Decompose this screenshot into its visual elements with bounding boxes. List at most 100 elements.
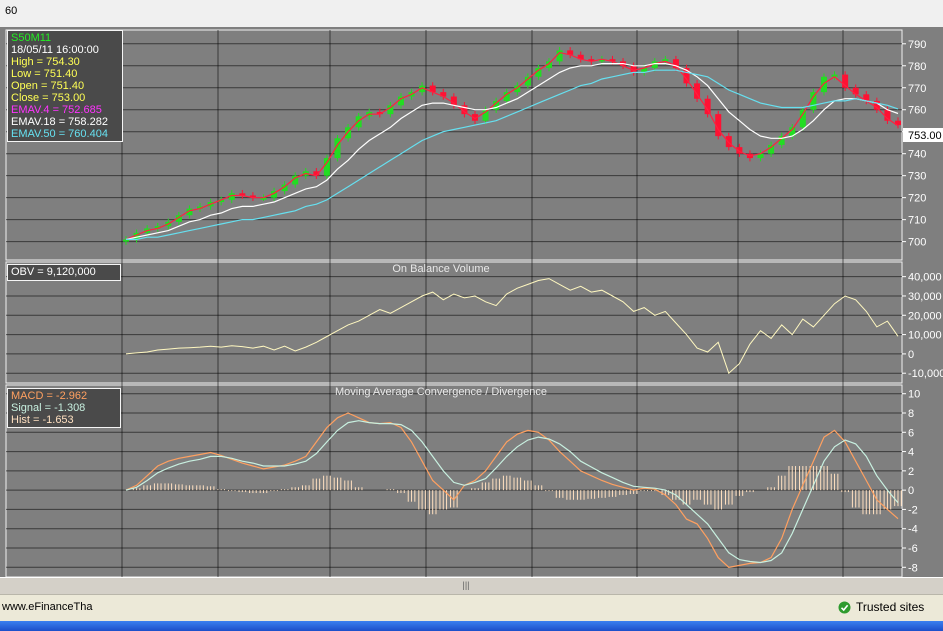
scroll-grip[interactable]: ||| [462,580,470,590]
check-icon [838,601,851,614]
price-tick-label: 760 [908,105,926,117]
candle-body [852,87,859,95]
candle-body [820,76,827,93]
taskbar [0,621,943,631]
hist-value-label: Hist = -1.653 [11,414,74,426]
obv-tick-label: 0 [908,349,914,361]
candle-body [429,85,436,93]
macd-tick-label: 6 [908,427,914,439]
candle-body [546,61,553,68]
candle-body [598,59,605,62]
candle-body [397,96,404,106]
macd-line [125,412,899,568]
price-tick-label: 700 [908,237,926,249]
ema50-line [126,69,899,240]
ema18-label: EMAV.18 = 758.282 [11,116,108,128]
price-tick-label: 730 [908,171,926,183]
candle-body [313,171,320,176]
price-panel-frame [5,29,903,261]
candle-body [588,59,595,62]
candle-body [355,116,362,128]
macd-tick-label: -4 [908,524,918,536]
signal-line [125,420,899,564]
macd-tick-label: -2 [908,504,918,516]
macd-tick-label: -6 [908,543,918,555]
candle-body [197,206,204,209]
candle-body [271,191,278,198]
candle-body [662,59,669,62]
candle-body [218,199,225,203]
chart-area[interactable]: 700710720730740750760770780790-10,000010… [0,27,943,577]
obv-legend: OBV = 9,120,000 [7,264,121,281]
candle-body [863,94,870,101]
chart-canvas[interactable]: 700710720730740750760770780790-10,000010… [0,27,943,577]
open-label: Open = 751.40 [11,80,85,92]
candle-body [345,127,352,139]
price-tick-label: 780 [908,61,926,73]
candle-body [672,59,679,68]
signal-value-label: Signal = -1.308 [11,402,86,414]
price-tick-label: 710 [908,215,926,227]
candle-body [895,120,901,126]
low-label: Low = 751.40 [11,68,78,80]
obv-title: On Balance Volume [392,263,489,275]
price-tick-label: 790 [908,39,926,51]
obv-tick-label: 10,000 [908,330,942,342]
candle-body [757,153,764,159]
candle-body [736,147,743,154]
close-label: Close = 753.00 [11,92,86,104]
period-label: 60 [5,5,18,17]
ema18-line [125,62,899,240]
obv-tick-label: -10,000 [908,368,943,380]
candle-body [334,138,341,159]
candle-body [461,105,468,115]
trusted-sites-label: Trusted sites [856,600,925,614]
candle-body [260,197,267,200]
candle-body [683,67,690,84]
ema50-label: EMAV.50 = 760.404 [11,128,108,140]
candle-body [292,175,299,185]
candle-body [239,193,246,196]
datetime-label: 18/05/11 16:00:00 [11,44,99,56]
candle-body [440,92,447,97]
candle-body [493,100,500,110]
candle-body [535,67,542,77]
status-bar: www.eFinanceTha Trusted sites [0,594,943,621]
candle-body [133,232,140,240]
candle-body [123,239,129,242]
ema4-label: EMAV.4 = 752.685 [11,104,102,116]
candle-body [577,54,584,60]
candle-body [831,74,838,77]
candle-body [789,127,796,137]
macd-tick-label: -8 [908,562,918,574]
candle-body [323,158,330,176]
price-legend: S50M11 18/05/11 16:00:00 High = 754.30 L… [7,30,123,142]
status-url: www.eFinanceTha [2,601,93,613]
candle-body [778,136,785,145]
candle-body [482,109,489,121]
symbol-label: S50M11 [11,32,52,44]
candle-body [249,195,256,198]
obv-value-label: OBV = 9,120,000 [11,266,96,278]
candle-body [873,100,880,110]
macd-tick-label: 8 [908,408,914,420]
last-price-value: 753.00 [908,130,942,142]
horizontal-scrollbar[interactable]: ||| [0,577,943,595]
price-tick-label: 740 [908,149,926,161]
candle-body [471,114,478,121]
obv-tick-label: 20,000 [908,310,942,322]
last-price-tag [903,128,943,142]
price-tick-label: 770 [908,83,926,95]
candle-body [641,67,648,73]
obv-panel-frame [5,261,903,384]
candle-body [694,83,701,99]
candle-body [651,61,658,68]
candle-body [514,85,521,93]
candle-body [186,208,193,216]
candle-body [567,50,574,55]
macd-tick-label: 0 [908,485,914,497]
candle-body [609,59,616,62]
obv-line [125,278,899,375]
price-tick-label: 720 [908,193,926,205]
candle-body [175,215,182,222]
